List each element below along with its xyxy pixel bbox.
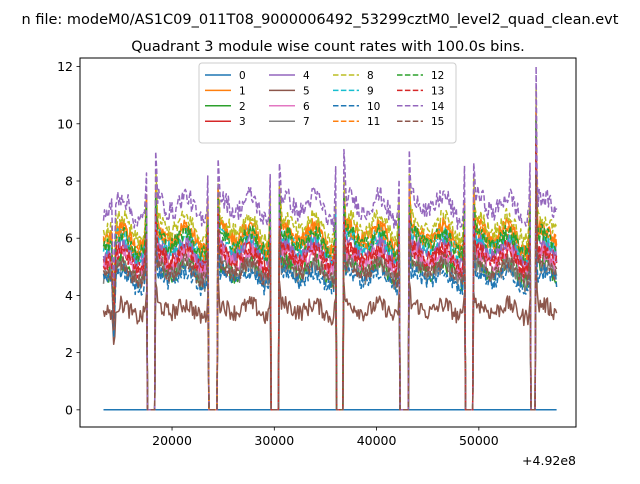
y-tick-label: 2 bbox=[65, 345, 73, 360]
legend-label-8: 8 bbox=[367, 70, 374, 82]
series-line-14 bbox=[102, 65, 558, 411]
legend-label-5: 5 bbox=[303, 85, 310, 97]
legend-label-11: 11 bbox=[367, 116, 380, 128]
legend-label-9: 9 bbox=[367, 85, 374, 97]
legend-label-15: 15 bbox=[431, 116, 444, 128]
series-layer bbox=[102, 65, 558, 411]
series-line-8 bbox=[102, 87, 558, 411]
legend-label-7: 7 bbox=[303, 116, 310, 128]
x-tick-label: 20000 bbox=[152, 433, 192, 448]
y-tick-label: 10 bbox=[57, 116, 73, 131]
x-tick-label: 30000 bbox=[254, 433, 294, 448]
legend-label-4: 4 bbox=[303, 70, 310, 82]
series-line-15 bbox=[102, 174, 558, 411]
y-tick-label: 6 bbox=[65, 231, 73, 246]
x-tick-label: 50000 bbox=[459, 433, 499, 448]
legend-label-13: 13 bbox=[431, 85, 444, 97]
legend-box bbox=[198, 62, 457, 144]
x-offset-label: +4.92e8 bbox=[522, 453, 576, 468]
series-line-12 bbox=[102, 119, 558, 411]
series-line-13 bbox=[102, 140, 558, 411]
legend-label-6: 6 bbox=[303, 101, 310, 113]
y-tick-label: 4 bbox=[65, 288, 73, 303]
legend-label-14: 14 bbox=[431, 101, 445, 113]
series-line-5 bbox=[102, 236, 558, 411]
series-line-11 bbox=[102, 111, 558, 411]
y-tick-label: 12 bbox=[57, 59, 73, 74]
figure-suptitle: n file: modeM0/AS1C09_011T08_9000006492_… bbox=[22, 12, 619, 28]
x-tick-label: 40000 bbox=[357, 433, 397, 448]
legend-label-12: 12 bbox=[431, 70, 444, 82]
legend-label-1: 1 bbox=[239, 85, 246, 97]
legend-label-3: 3 bbox=[239, 116, 246, 128]
legend-label-10: 10 bbox=[367, 101, 380, 113]
series-line-10 bbox=[102, 172, 558, 411]
legend-label-2: 2 bbox=[239, 101, 246, 113]
y-tick-label: 0 bbox=[65, 402, 73, 417]
legend-label-0: 0 bbox=[239, 70, 246, 82]
y-tick-label: 8 bbox=[65, 174, 73, 189]
axes-frame bbox=[79, 57, 577, 428]
chart-title: Quadrant 3 module wise count rates with … bbox=[131, 39, 525, 55]
